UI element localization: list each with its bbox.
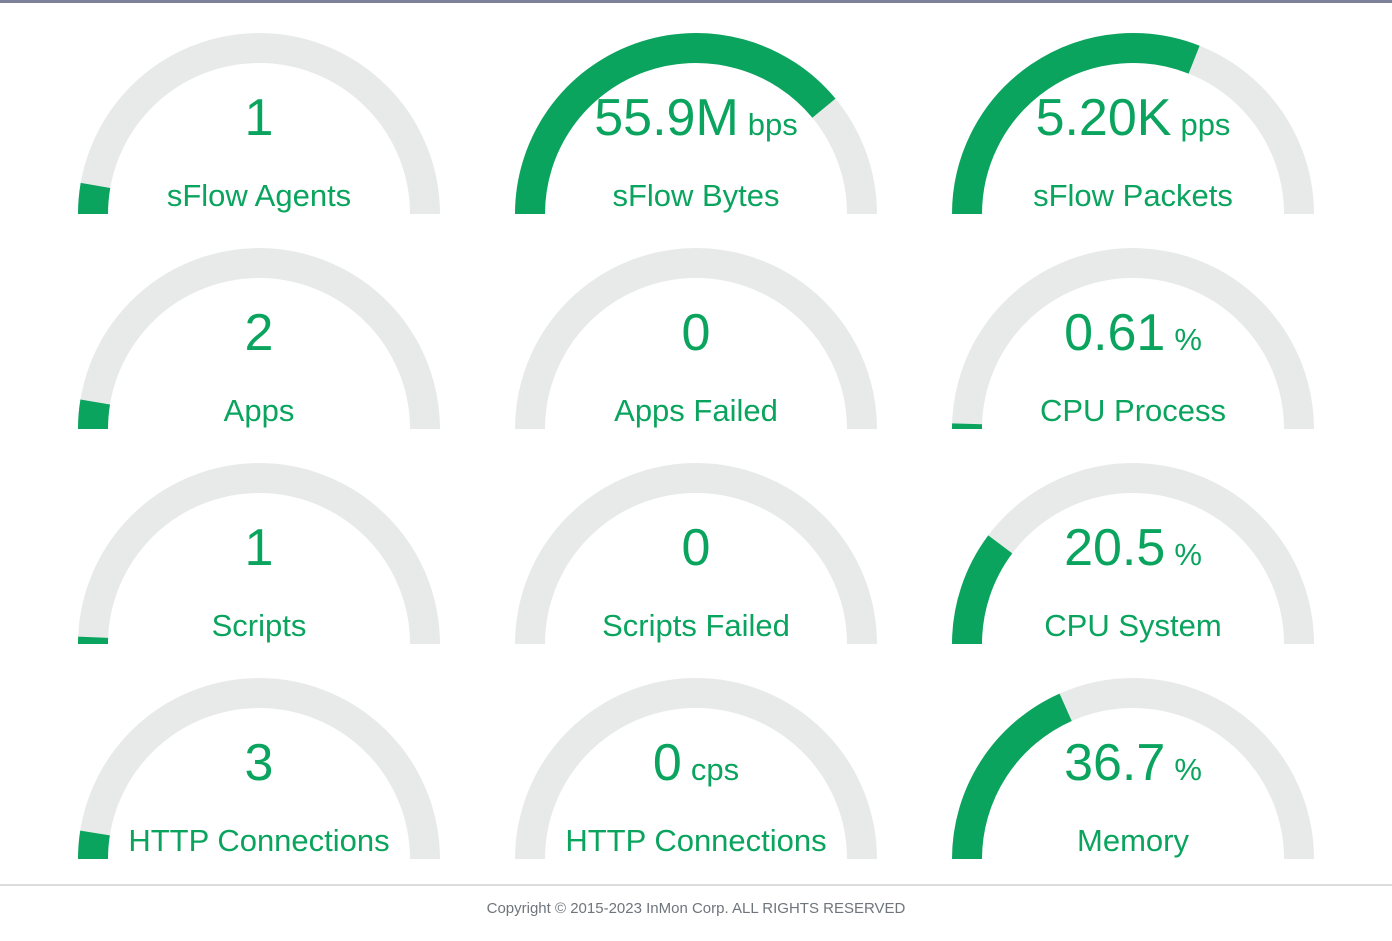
gauge-arc-chart <box>515 248 877 430</box>
gauge-arc-chart <box>78 463 440 645</box>
gauge-track-arc <box>515 248 877 430</box>
gauge-scripts: 1 Scripts <box>41 433 478 648</box>
gauge-track-arc <box>952 463 1314 645</box>
gauge-http-connections: 3 HTTP Connections <box>41 648 478 863</box>
gauge-track-arc <box>515 33 877 215</box>
gauge-track-arc <box>515 463 877 645</box>
gauge-track-arc <box>78 678 440 860</box>
gauge-sflow-packets: 5.20K pps sFlow Packets <box>915 3 1352 218</box>
gauge-sflow-bytes: 55.9M bps sFlow Bytes <box>478 3 915 218</box>
gauge-sflow-agents: 1 sFlow Agents <box>41 3 478 218</box>
gauge-cpu-system: 20.5% CPU System <box>915 433 1352 648</box>
gauge-track-arc <box>78 248 440 430</box>
gauge-fill-arc <box>952 33 1200 215</box>
gauge-arc-chart <box>952 463 1314 645</box>
gauge-arc-chart <box>952 678 1314 860</box>
gauge-fill-arc <box>77 830 110 860</box>
gauge-http-connections-rate: 0 cps HTTP Connections <box>478 648 915 863</box>
top-strip <box>0 0 1392 3</box>
gauge-track-arc <box>515 678 877 860</box>
gauge-track-arc <box>952 678 1314 860</box>
gauge-fill-arc <box>515 33 836 215</box>
gauge-track-arc <box>78 463 440 645</box>
gauge-fill-arc <box>952 535 1013 645</box>
gauge-arc-chart <box>515 33 877 215</box>
gauge-arc-chart <box>951 248 1314 430</box>
gauge-apps-failed: 0 Apps Failed <box>478 218 915 433</box>
footer: Copyright © 2015-2023 InMon Corp. ALL RI… <box>0 884 1392 917</box>
gauge-arc-chart <box>78 248 440 430</box>
gauge-fill-arc <box>78 182 111 215</box>
gauge-arc-chart <box>952 33 1314 215</box>
gauge-cpu-process: 0.61% CPU Process <box>915 218 1352 433</box>
copyright-text: Copyright © 2015-2023 InMon Corp. ALL RI… <box>486 900 906 917</box>
gauge-fill-arc <box>78 399 111 430</box>
gauge-track-arc <box>952 248 1314 430</box>
gauge-scripts-failed: 0 Scripts Failed <box>478 433 915 648</box>
gauge-track-arc <box>952 33 1314 215</box>
gauge-arc-chart <box>515 463 877 645</box>
gauge-arc-chart <box>77 678 440 860</box>
gauge-arc-chart <box>515 678 877 860</box>
gauge-memory: 36.7% Memory <box>915 648 1352 863</box>
gauge-arc-chart <box>78 33 440 215</box>
gauge-grid: 1 sFlow Agents 55.9M bps sFlow Bytes 5.20… <box>41 3 1352 863</box>
gauge-track-arc <box>78 33 440 215</box>
gauge-apps: 2 Apps <box>41 218 478 433</box>
gauge-fill-arc <box>952 693 1072 860</box>
